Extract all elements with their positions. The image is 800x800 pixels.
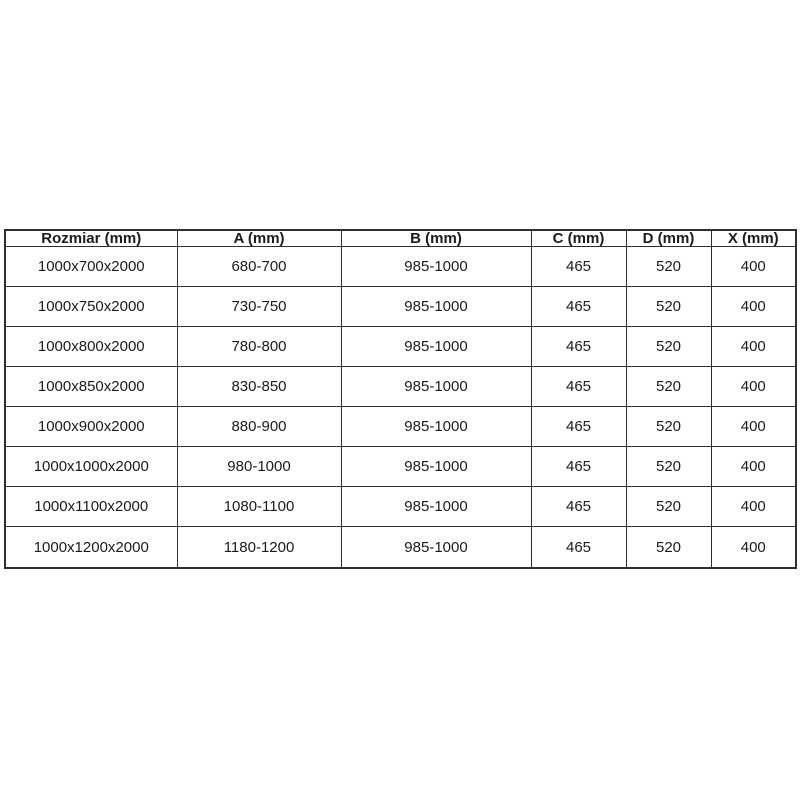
table-cell: 400 xyxy=(710,245,797,288)
table-cell: 1000x1200x2000 xyxy=(4,526,178,569)
table-row: 1000x700x2000 680-700 985-1000 465 520 400 xyxy=(4,245,797,288)
table-cell: 1000x700x2000 xyxy=(4,245,178,288)
table-cell: 985-1000 xyxy=(340,486,532,528)
table-cell: 465 xyxy=(530,326,627,368)
table-cell: 730-750 xyxy=(176,286,342,328)
table-cell: 1000x850x2000 xyxy=(4,366,178,408)
table-row: 1000x1100x2000 1080-1100 985-1000 465 520 400 xyxy=(4,486,797,528)
table-row: 1000x1200x2000 1180-1200 985-1000 465 520 400 xyxy=(4,526,797,569)
table-cell: 1000x1000x2000 xyxy=(4,446,178,488)
table-cell: 400 xyxy=(710,446,797,488)
table-cell: 465 xyxy=(530,406,627,448)
table-cell: 985-1000 xyxy=(340,326,532,368)
table-cell: 465 xyxy=(530,366,627,408)
table-cell: 880-900 xyxy=(176,406,342,448)
column-header: C (mm) xyxy=(530,229,627,247)
table-cell: 680-700 xyxy=(176,245,342,288)
table-cell: 985-1000 xyxy=(340,366,532,408)
column-header: A (mm) xyxy=(176,229,342,247)
table-cell: 520 xyxy=(625,486,712,528)
column-header: Rozmiar (mm) xyxy=(4,229,178,247)
table-cell: 1080-1100 xyxy=(176,486,342,528)
table-cell: 985-1000 xyxy=(340,406,532,448)
table-cell: 465 xyxy=(530,446,627,488)
column-header: D (mm) xyxy=(625,229,712,247)
table-cell: 465 xyxy=(530,286,627,328)
header-row: Rozmiar (mm) A (mm) B (mm) C (mm) D (mm) X (m… xyxy=(4,229,797,247)
table-body: 1000x700x2000 680-700 985-1000 465 520 400 100… xyxy=(4,245,797,569)
table-cell: 520 xyxy=(625,326,712,368)
table-cell: 400 xyxy=(710,326,797,368)
table-cell: 830-850 xyxy=(176,366,342,408)
table-cell: 400 xyxy=(710,366,797,408)
table-cell: 985-1000 xyxy=(340,286,532,328)
table-row: 1000x800x2000 780-800 985-1000 465 520 400 xyxy=(4,326,797,368)
table-cell: 520 xyxy=(625,406,712,448)
table-cell: 520 xyxy=(625,366,712,408)
table-cell: 400 xyxy=(710,486,797,528)
table-cell: 985-1000 xyxy=(340,446,532,488)
table-cell: 400 xyxy=(710,286,797,328)
column-header: X (mm) xyxy=(710,229,797,247)
table-cell: 520 xyxy=(625,526,712,569)
table-cell: 1180-1200 xyxy=(176,526,342,569)
table-cell: 465 xyxy=(530,526,627,569)
table-cell: 980-1000 xyxy=(176,446,342,488)
table-row: 1000x750x2000 730-750 985-1000 465 520 400 xyxy=(4,286,797,328)
table-cell: 520 xyxy=(625,286,712,328)
table-cell: 1000x750x2000 xyxy=(4,286,178,328)
table-row: 1000x900x2000 880-900 985-1000 465 520 400 xyxy=(4,406,797,448)
table-cell: 1000x800x2000 xyxy=(4,326,178,368)
table-cell: 465 xyxy=(530,486,627,528)
table-cell: 400 xyxy=(710,526,797,569)
column-header: B (mm) xyxy=(340,229,532,247)
table-row: 1000x1000x2000 980-1000 985-1000 465 520 400 xyxy=(4,446,797,488)
table-row: 1000x850x2000 830-850 985-1000 465 520 400 xyxy=(4,366,797,408)
table-cell: 520 xyxy=(625,245,712,288)
table-cell: 1000x900x2000 xyxy=(4,406,178,448)
dimension-spec-table: Rozmiar (mm) A (mm) B (mm) C (mm) D (mm) X (m… xyxy=(4,229,797,569)
table-cell: 1000x1100x2000 xyxy=(4,486,178,528)
table-cell: 985-1000 xyxy=(340,245,532,288)
table-cell: 985-1000 xyxy=(340,526,532,569)
table-cell: 780-800 xyxy=(176,326,342,368)
table-cell: 465 xyxy=(530,245,627,288)
table-cell: 400 xyxy=(710,406,797,448)
table-head: Rozmiar (mm) A (mm) B (mm) C (mm) D (mm) X (m… xyxy=(4,229,797,247)
table-cell: 520 xyxy=(625,446,712,488)
